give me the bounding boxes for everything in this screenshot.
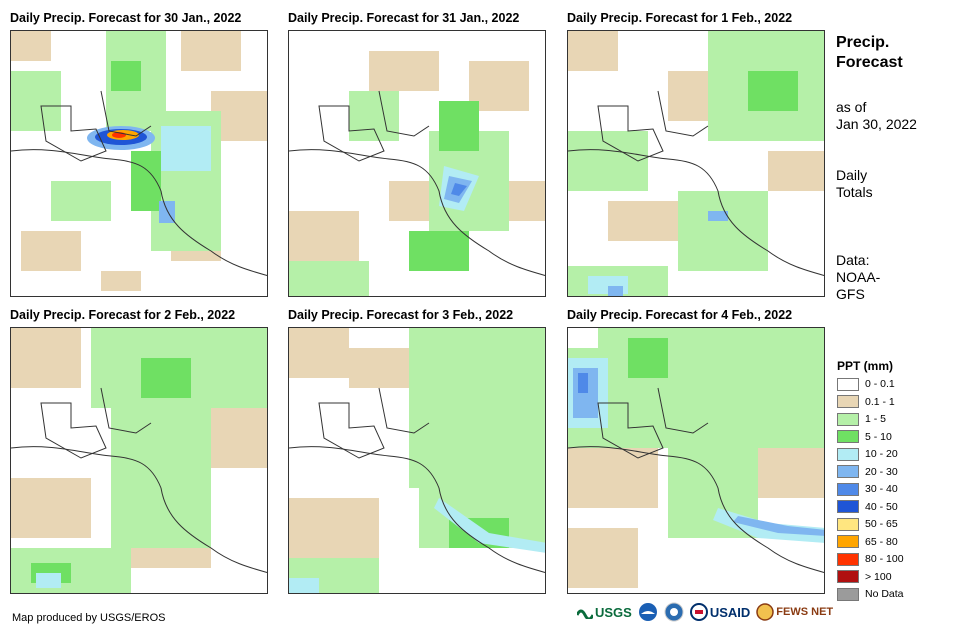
- forecast-title-line2: Forecast: [836, 54, 903, 71]
- data-source-line2: NOAA-: [836, 269, 881, 285]
- legend-item: 5 - 10: [837, 430, 892, 444]
- legend-swatch: [837, 570, 859, 583]
- nws-logo-icon: [664, 602, 684, 622]
- legend-item: 0 - 0.1: [837, 377, 895, 391]
- legend-swatch: [837, 447, 859, 461]
- legend-swatch: [837, 500, 859, 513]
- panel-title-5: Daily Precip. Forecast for 3 Feb., 2022: [288, 308, 514, 322]
- panel-title-3: Daily Precip. Forecast for 1 Feb., 2022: [567, 11, 793, 25]
- totals-label: Daily Totals: [836, 167, 873, 201]
- panel-title-6: Daily Precip. Forecast for 4 Feb., 2022: [567, 308, 793, 322]
- forecast-map-4feb: [567, 327, 825, 594]
- legend-item: 50 - 65: [837, 517, 898, 531]
- legend-swatch: [837, 465, 859, 478]
- legend-item: 30 - 40: [837, 482, 898, 496]
- legend-label: 20 - 30: [865, 465, 898, 478]
- legend-swatch: [837, 482, 859, 496]
- data-source: Data: NOAA- GFS: [836, 252, 880, 303]
- fews-globe-icon: [756, 603, 775, 621]
- as-of-date: as of Jan 30, 2022: [836, 99, 917, 133]
- forecast-title-line1: Precip.: [836, 34, 890, 51]
- usaid-logo: USAID: [689, 603, 751, 621]
- panel-title-2: Daily Precip. Forecast for 31 Jan., 2022: [288, 11, 520, 25]
- legend-item: 20 - 30: [837, 465, 898, 479]
- forecast-map-3feb: [288, 327, 546, 594]
- usaid-seal-icon: [689, 603, 708, 621]
- legend-item: 0.1 - 1: [837, 395, 895, 409]
- logo-bar: USGS USAID FEWS NET: [577, 602, 833, 622]
- legend-label: 40 - 50: [865, 500, 898, 513]
- legend-label: 65 - 80: [865, 535, 898, 548]
- legend-label: > 100: [865, 570, 892, 583]
- fews-logo-text: FEWS NET: [776, 606, 834, 618]
- legend-label: 50 - 65: [865, 518, 898, 530]
- legend-label: 10 - 20: [865, 448, 898, 460]
- as-of-value: Jan 30, 2022: [836, 116, 917, 132]
- legend-swatch: [837, 377, 859, 391]
- forecast-map-1feb: [567, 30, 825, 297]
- noaa-logo-icon: [638, 603, 657, 621]
- fews-logo: FEWS NET: [756, 603, 833, 621]
- legend-swatch: [837, 517, 859, 531]
- legend-swatch: [837, 430, 859, 443]
- legend-swatch: [837, 587, 859, 601]
- legend-label: 5 - 10: [865, 430, 892, 443]
- legend-swatch: [837, 535, 859, 548]
- panel-title-1: Daily Precip. Forecast for 30 Jan., 2022: [10, 11, 242, 25]
- legend-label: 1 - 5: [865, 413, 887, 425]
- legend-item: No Data: [837, 587, 904, 601]
- usaid-logo-text: USAID: [709, 604, 751, 620]
- legend-item: 80 - 100: [837, 552, 904, 566]
- legend-swatch: [837, 412, 859, 426]
- legend-item: 10 - 20: [837, 447, 898, 461]
- legend-swatch: [837, 395, 859, 408]
- as-of-label: as of: [836, 99, 867, 115]
- legend-item: 40 - 50: [837, 500, 898, 514]
- panel-title-4: Daily Precip. Forecast for 2 Feb., 2022: [10, 308, 236, 322]
- legend-label: 0.1 - 1: [865, 395, 895, 408]
- legend-label: 80 - 100: [865, 553, 904, 565]
- legend-title: PPT (mm): [837, 359, 894, 373]
- usgs-logo: USGS: [577, 605, 632, 620]
- data-source-line3: GFS: [836, 286, 865, 302]
- legend-swatch: [837, 552, 859, 566]
- legend-label: 0 - 0.1: [865, 378, 895, 390]
- forecast-title: Precip. Forecast: [836, 33, 903, 73]
- data-source-label: Data:: [836, 252, 870, 268]
- legend-item: 1 - 5: [837, 412, 886, 426]
- forecast-map-31jan: [288, 30, 546, 297]
- forecast-map-30jan: [10, 30, 268, 297]
- legend-item: 65 - 80: [837, 535, 898, 549]
- map-credit: Map produced by USGS/EROS: [12, 612, 166, 624]
- totals-line1: Daily: [836, 167, 868, 183]
- legend-label: No Data: [865, 588, 904, 600]
- legend-item: > 100: [837, 570, 892, 584]
- legend-label: 30 - 40: [865, 483, 898, 495]
- totals-line2: Totals: [836, 184, 873, 200]
- usgs-logo-text: USGS: [595, 604, 632, 620]
- forecast-map-2feb: [10, 327, 268, 594]
- usgs-wave-icon: [577, 609, 593, 619]
